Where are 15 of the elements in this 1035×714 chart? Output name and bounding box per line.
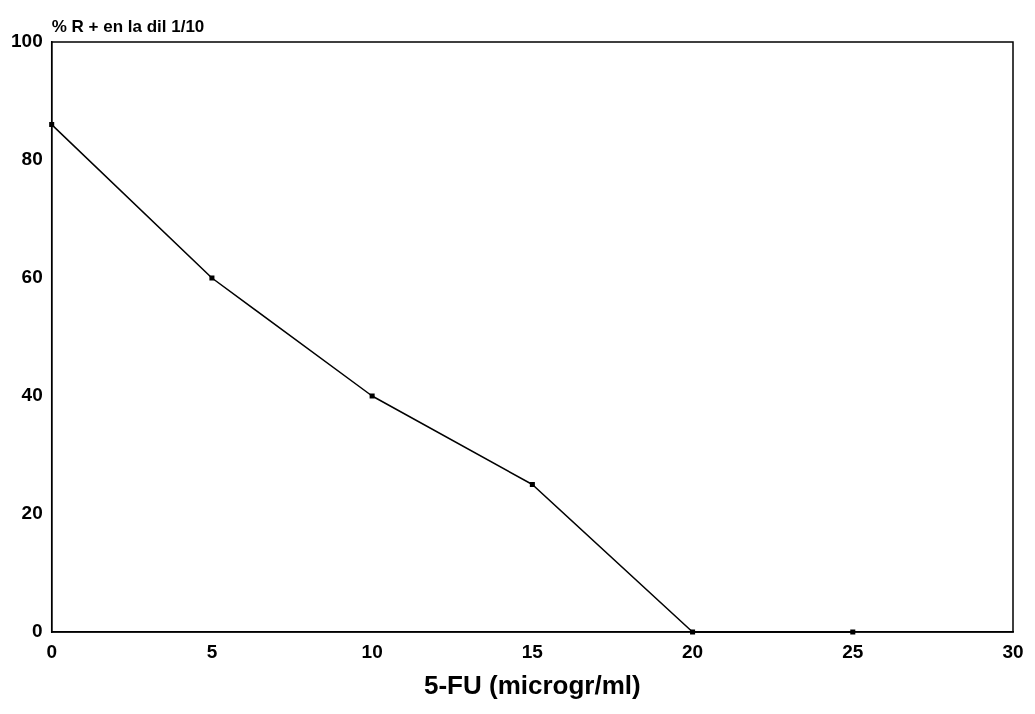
x-axis-title: 5-FU (microgr/ml) — [424, 669, 641, 700]
x-tick-label: 30 — [1002, 640, 1024, 662]
x-tick-label: 25 — [842, 640, 864, 662]
y-tick-label: 40 — [21, 384, 43, 406]
y-tick-label: 80 — [21, 148, 43, 170]
x-tick-label: 15 — [521, 640, 544, 662]
x-tick-label: 10 — [361, 640, 383, 662]
y-tick-label: 0 — [32, 620, 43, 642]
y-tick-label: 60 — [21, 266, 43, 288]
y-tick-label: 20 — [21, 502, 43, 524]
x-tick-label: 20 — [682, 640, 704, 662]
x-tick-label: 5 — [206, 640, 218, 662]
y-axis-title: % R + en la dil 1/10 — [51, 17, 205, 37]
x-tick-label: 0 — [46, 640, 57, 662]
y-tick-label: 100 — [11, 30, 43, 52]
